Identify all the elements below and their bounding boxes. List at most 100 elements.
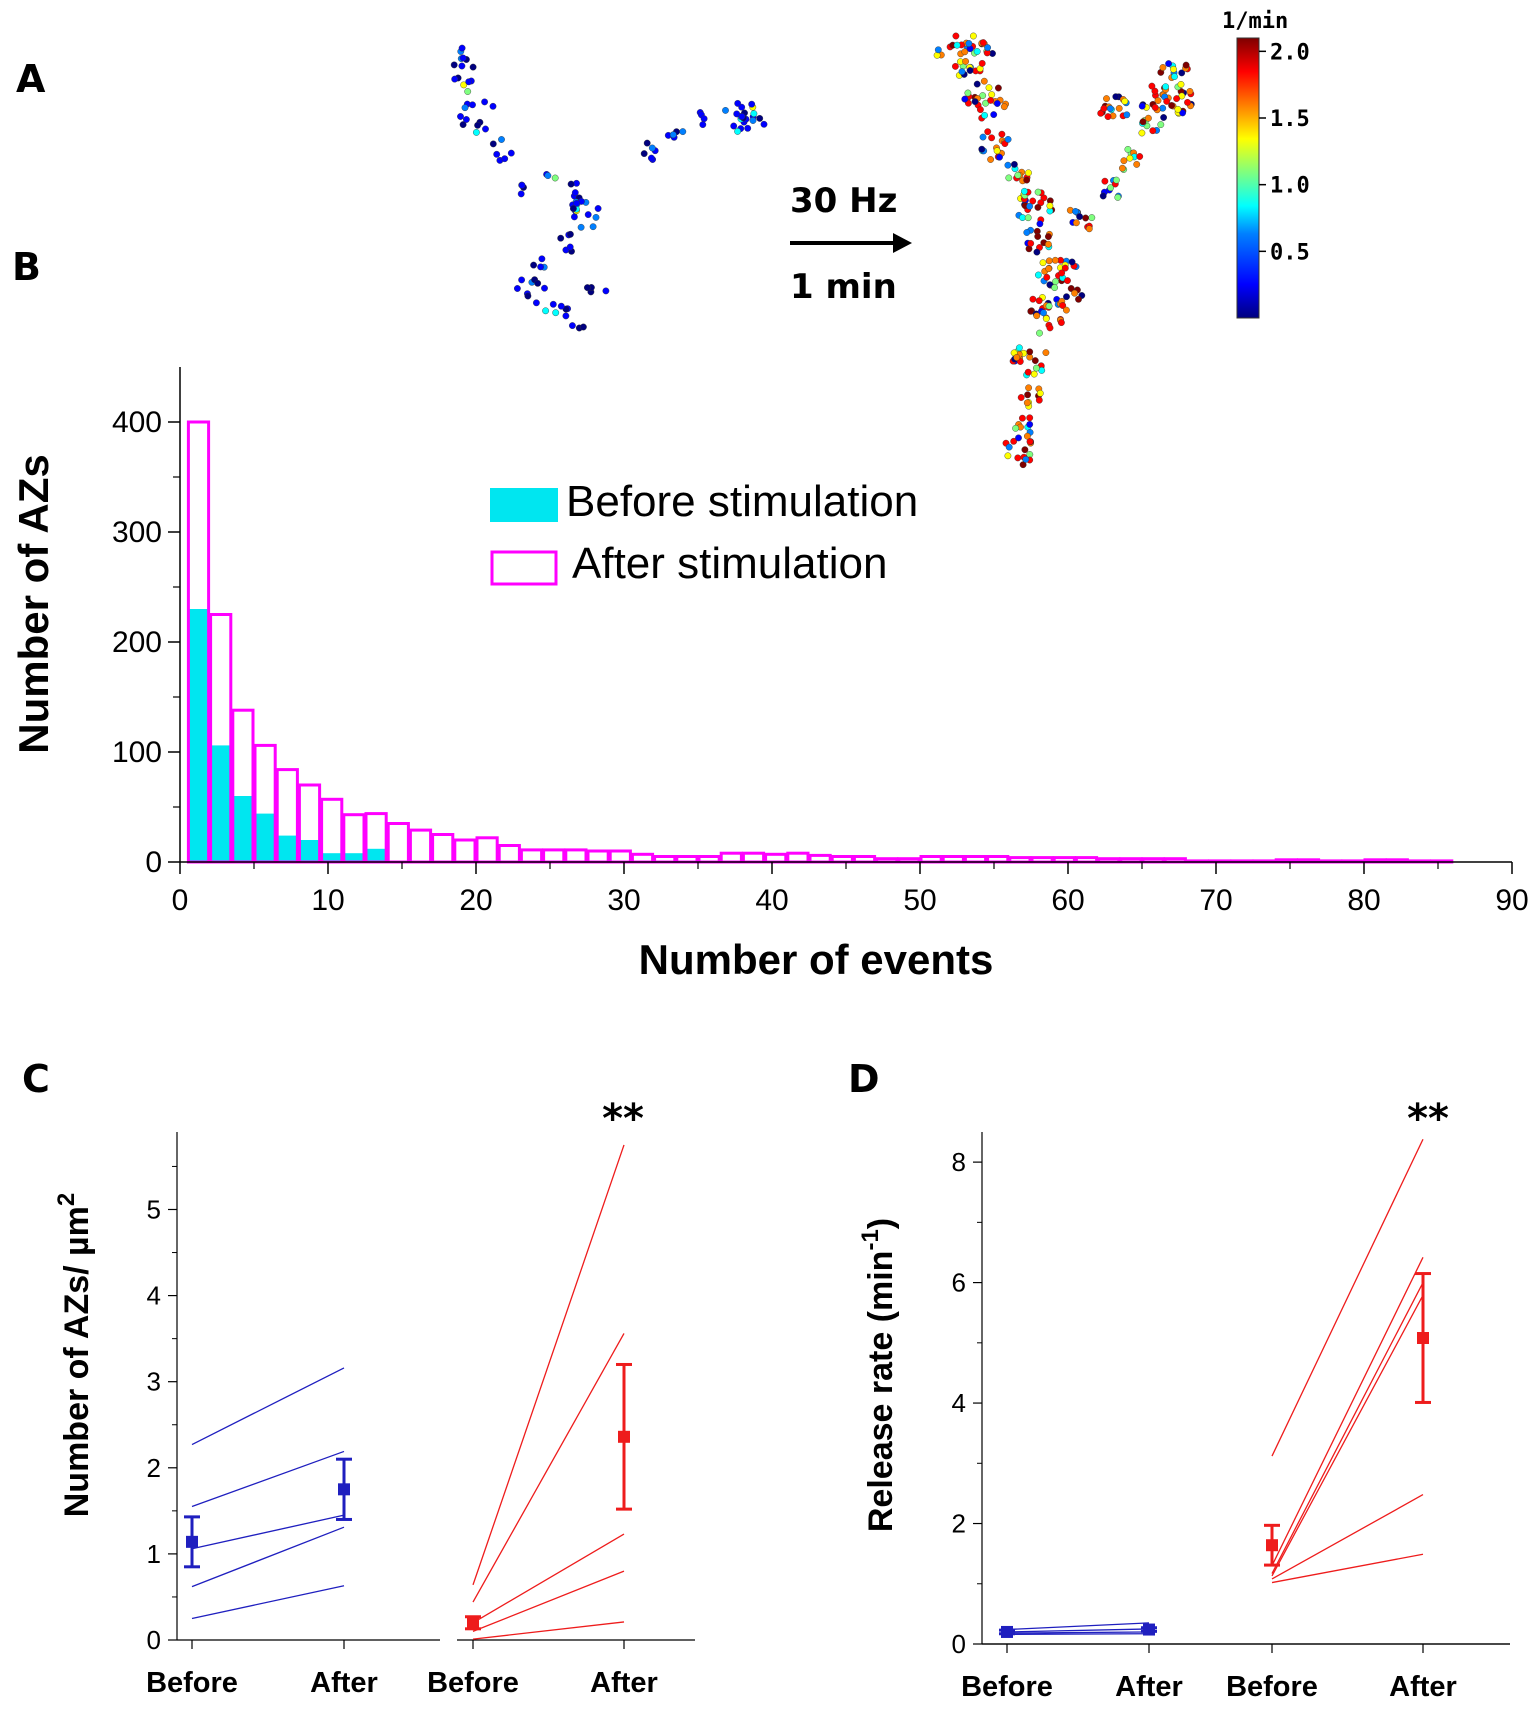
x-category-label: Before: [146, 1667, 238, 1699]
map-dot-after: [1099, 192, 1107, 200]
map-dot-after: [1033, 312, 1041, 320]
map-dot-after: [1019, 461, 1027, 469]
map-dot-before: [530, 261, 537, 269]
map-dot-after: [933, 51, 941, 59]
panel-c-y-axis-text: Number of AZs/ µm: [58, 1206, 96, 1517]
histogram-bar-after: [852, 855, 877, 864]
map-dot-before: [482, 125, 489, 133]
y-tick-label: 300: [112, 516, 162, 549]
map-dot-after: [1067, 285, 1075, 292]
panel-d-y-axis-sup: -1: [857, 1229, 884, 1250]
map-dot-after: [1034, 233, 1042, 240]
y-axis-title: Number of AZs: [10, 454, 57, 753]
map-dot-before: [760, 120, 768, 128]
map-dot-after: [1051, 284, 1059, 291]
map-dot-after: [970, 32, 977, 40]
histogram-bar-before: [231, 796, 254, 862]
map-dot-after: [1119, 164, 1126, 172]
map-dot-after: [1036, 329, 1043, 337]
map-dot-after: [1027, 239, 1035, 247]
map-dot-after: [964, 89, 972, 97]
map-dot-after: [962, 58, 969, 65]
map-dot-after: [1082, 214, 1090, 222]
colorbar-ticks: 2.0 1.5 1.0 0.5: [1259, 40, 1310, 265]
paired-line-control: [191, 1526, 345, 1588]
map-dot-before: [460, 81, 468, 89]
map-dot-after: [1064, 277, 1071, 284]
map-dot-after: [1036, 220, 1044, 228]
map-dot-after: [1138, 102, 1146, 110]
release-map-after: [933, 32, 1195, 469]
map-dot-after: [1017, 394, 1025, 401]
map-dot-after: [1136, 153, 1144, 160]
x-category-label: Before: [1226, 1671, 1318, 1703]
map-dot-after: [1039, 259, 1047, 267]
map-dot-before: [734, 100, 742, 107]
map-dot-before: [501, 155, 509, 163]
map-dot-after: [995, 84, 1002, 92]
map-dot-before: [481, 98, 488, 106]
arrow-right-icon: [790, 233, 912, 253]
map-dot-before: [557, 302, 565, 310]
map-dot-after: [1004, 135, 1012, 143]
histogram-bar-after: [719, 851, 743, 864]
map-dot-before: [699, 121, 707, 129]
map-dot-before: [537, 263, 544, 271]
map-dot-after: [1019, 214, 1026, 222]
histogram-bar-after: [475, 836, 499, 864]
map-dot-after: [1157, 121, 1165, 129]
map-dot-after: [1061, 264, 1069, 272]
histogram-bar-after: [697, 855, 721, 864]
map-dot-before: [533, 299, 540, 307]
map-dot-after: [961, 48, 969, 56]
map-dot-after: [1151, 87, 1159, 95]
map-dot-before: [602, 287, 610, 295]
arrow-label-bottom: 1 min: [790, 267, 897, 307]
histogram-bar-before: [209, 745, 232, 862]
histogram-bar-after: [941, 855, 965, 864]
map-dot-before: [592, 213, 600, 221]
legend: Before stimulation After stimulation: [490, 477, 918, 588]
paired-line-stimulated: [1271, 1282, 1424, 1574]
panel-letter-c: C: [22, 1057, 50, 1101]
map-dot-after: [987, 156, 994, 163]
panel-d-y-axis-close: ): [862, 1218, 900, 1229]
map-dot-before: [748, 100, 756, 108]
map-dot-after: [1014, 454, 1022, 462]
y-tick-label: 4: [147, 1281, 161, 1311]
map-dot-after: [973, 80, 981, 88]
map-dot-before: [489, 102, 497, 110]
histogram-bar-after: [320, 797, 344, 864]
histogram-bar-after: [764, 852, 788, 864]
map-dot-after: [1107, 184, 1115, 192]
y-tick-label: 6: [952, 1268, 966, 1298]
x-category-label: Before: [961, 1671, 1053, 1703]
panel-c-y-axis-title: Number of AZs/ µm2: [53, 1193, 96, 1518]
map-dot-before: [567, 230, 574, 238]
map-dot-after: [998, 130, 1006, 138]
map-dot-after: [1023, 229, 1031, 236]
map-dot-before: [643, 139, 651, 147]
paired-line-stimulated: [472, 1533, 625, 1624]
map-dot-before: [756, 115, 764, 122]
panel-d-plot: 0 2 4 6 8 Before After Before After: [952, 1132, 1510, 1703]
y-tick-label: 3: [147, 1367, 161, 1397]
histogram-bar-after: [431, 833, 455, 864]
map-dot-after: [1042, 315, 1050, 322]
map-dot-after: [1046, 324, 1054, 332]
map-dot-before: [458, 44, 466, 52]
map-dot-after: [1043, 273, 1051, 281]
map-dot-after: [985, 84, 993, 92]
y-tick-label: 2: [952, 1509, 966, 1539]
x-category-label: After: [590, 1667, 658, 1699]
paired-line-stimulated: [1271, 1553, 1424, 1584]
map-dot-before: [648, 144, 656, 152]
paired-line-stimulated: [1271, 1138, 1424, 1457]
x-tick-label: 90: [1495, 884, 1528, 917]
map-dot-after: [1073, 219, 1080, 227]
map-dot-after: [1103, 95, 1110, 103]
colorbar: [1236, 37, 1260, 319]
map-dot-after: [996, 153, 1003, 161]
map-dot-after: [1177, 81, 1185, 88]
map-dot-after: [1115, 105, 1123, 112]
